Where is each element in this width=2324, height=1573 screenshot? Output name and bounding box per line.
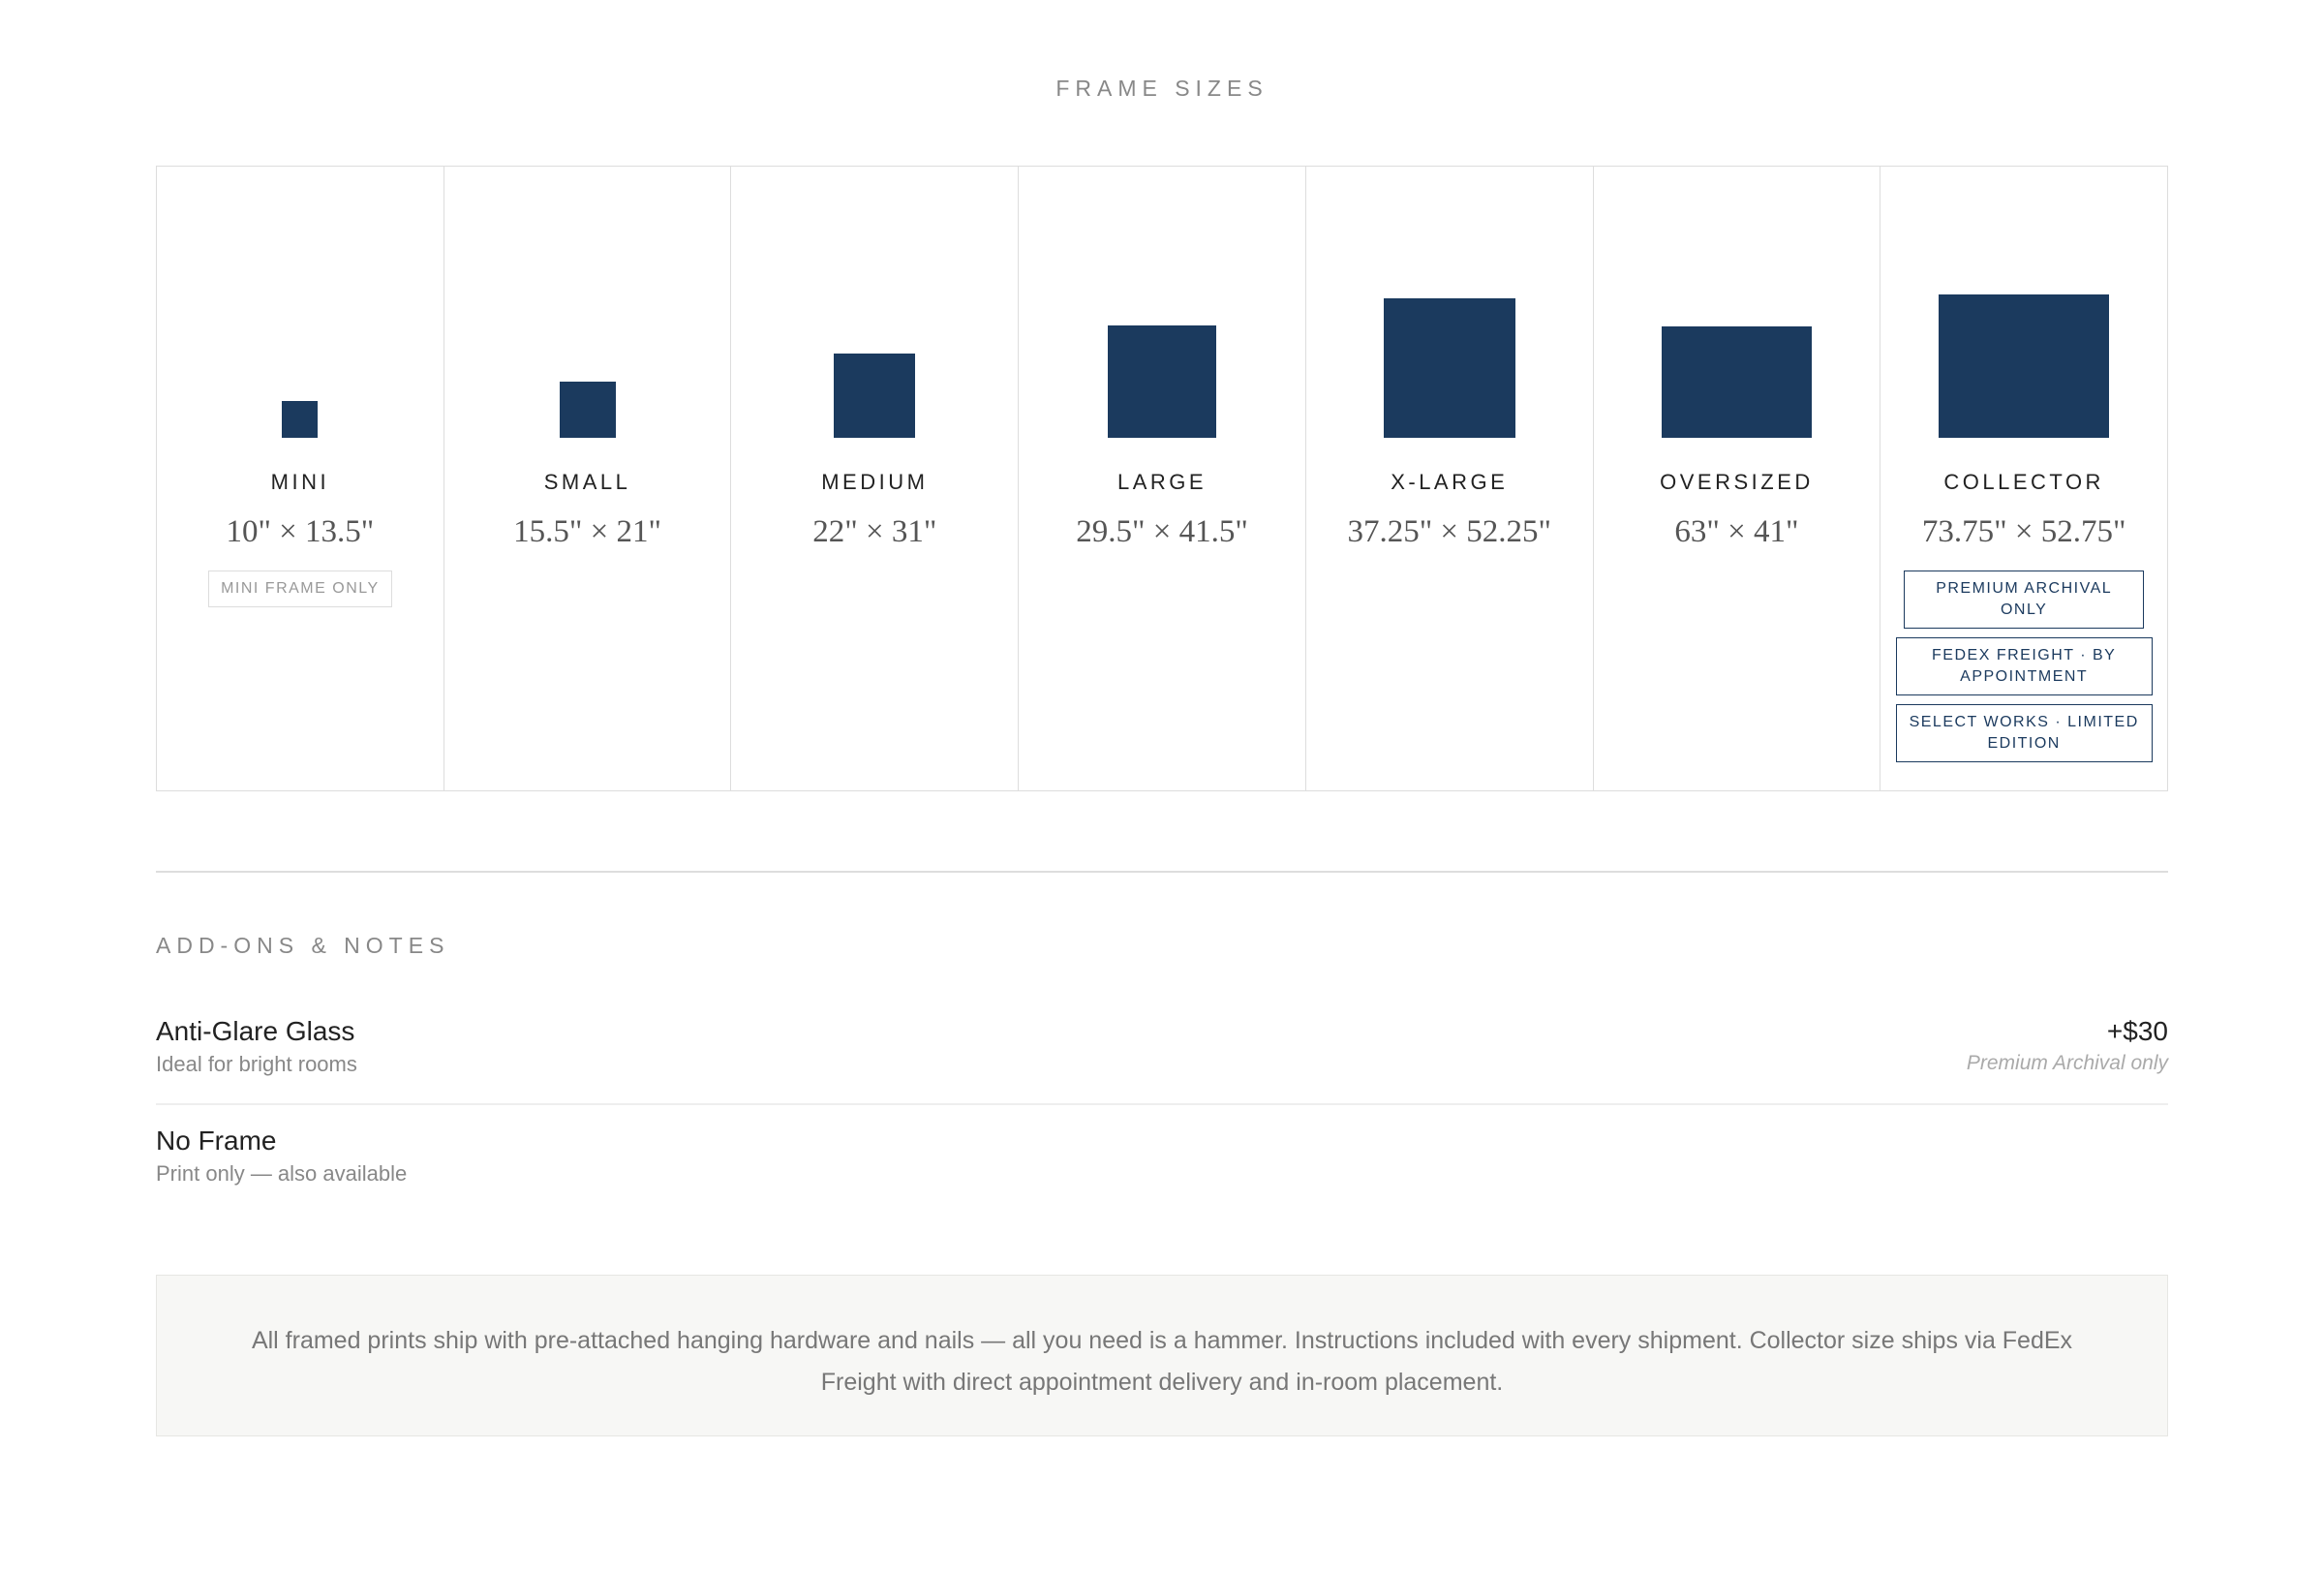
size-dimensions: 63" × 41" <box>1674 514 1799 549</box>
badge: MINI FRAME ONLY <box>208 571 392 607</box>
size-dimensions: 15.5" × 21" <box>513 514 661 549</box>
addon-description: Ideal for bright rooms <box>156 1052 357 1076</box>
preview-area <box>1661 167 1812 438</box>
size-name: OVERSIZED <box>1660 470 1814 494</box>
size-name: MEDIUM <box>821 470 929 494</box>
size-column: COLLECTOR 73.75" × 52.75" PREMIUM ARCHIVAL… <box>1881 167 2167 790</box>
size-column: MEDIUM 22" × 31" <box>731 167 1020 790</box>
preview-area <box>559 167 616 438</box>
preview-area <box>1108 167 1217 438</box>
size-dimensions: 73.75" × 52.75" <box>1921 514 2126 549</box>
size-grid: MINI 10" × 13.5" MINI FRAME ONLY SMALL 15.5"… <box>156 166 2168 791</box>
size-preview <box>1383 298 1515 438</box>
size-column: X-LARGE 37.25" × 52.25" <box>1306 167 1594 790</box>
badge-list: PREMIUM ARCHIVAL ONLY FEDEX FREIGHT · BY … <box>1895 571 2153 762</box>
section-title: FRAME SIZES <box>1055 76 1269 101</box>
preview-area <box>834 167 916 438</box>
size-name: X-LARGE <box>1391 470 1509 494</box>
divider <box>156 871 2168 873</box>
size-column: MINI 10" × 13.5" MINI FRAME ONLY <box>157 167 444 790</box>
addon-name: Anti-Glare Glass <box>156 1016 355 1046</box>
size-preview <box>1661 326 1812 438</box>
size-name: LARGE <box>1116 470 1208 494</box>
badge-list: MINI FRAME ONLY <box>208 571 392 607</box>
size-preview <box>1108 325 1217 438</box>
section-title: ADD-ONS & NOTES <box>156 933 450 958</box>
size-column: OVERSIZED 63" × 41" <box>1594 167 1881 790</box>
addon-price: +$30 <box>2106 1016 2168 1046</box>
badge: FEDEX FREIGHT · BY APPOINTMENT <box>1895 637 2153 695</box>
addon-description: Print only — also available <box>156 1161 408 1186</box>
size-preview <box>559 382 616 438</box>
size-preview <box>834 354 916 438</box>
size-name: SMALL <box>543 470 631 494</box>
separator <box>156 1103 2168 1105</box>
size-name: COLLECTOR <box>1943 470 2104 494</box>
size-preview <box>1939 294 2110 438</box>
footer-note: All framed prints ship with pre-attached… <box>156 1275 2168 1436</box>
preview-area <box>1383 167 1515 438</box>
size-dimensions: 37.25" × 52.25" <box>1347 514 1552 549</box>
size-preview <box>282 401 319 438</box>
preview-area <box>282 167 319 438</box>
badge: PREMIUM ARCHIVAL ONLY <box>1904 571 2145 629</box>
size-column: LARGE 29.5" × 41.5" <box>1019 167 1306 790</box>
addon-name: No Frame <box>156 1126 277 1156</box>
size-column: SMALL 15.5" × 21" <box>444 167 732 790</box>
size-dimensions: 22" × 31" <box>812 514 937 549</box>
badge: SELECT WORKS · LIMITED EDITION <box>1895 704 2153 762</box>
size-dimensions: 10" × 13.5" <box>226 514 375 549</box>
preview-area <box>1939 167 2110 438</box>
size-dimensions: 29.5" × 41.5" <box>1076 514 1248 549</box>
size-name: MINI <box>270 470 330 494</box>
addon-note: Premium Archival only <box>1966 1052 2168 1074</box>
